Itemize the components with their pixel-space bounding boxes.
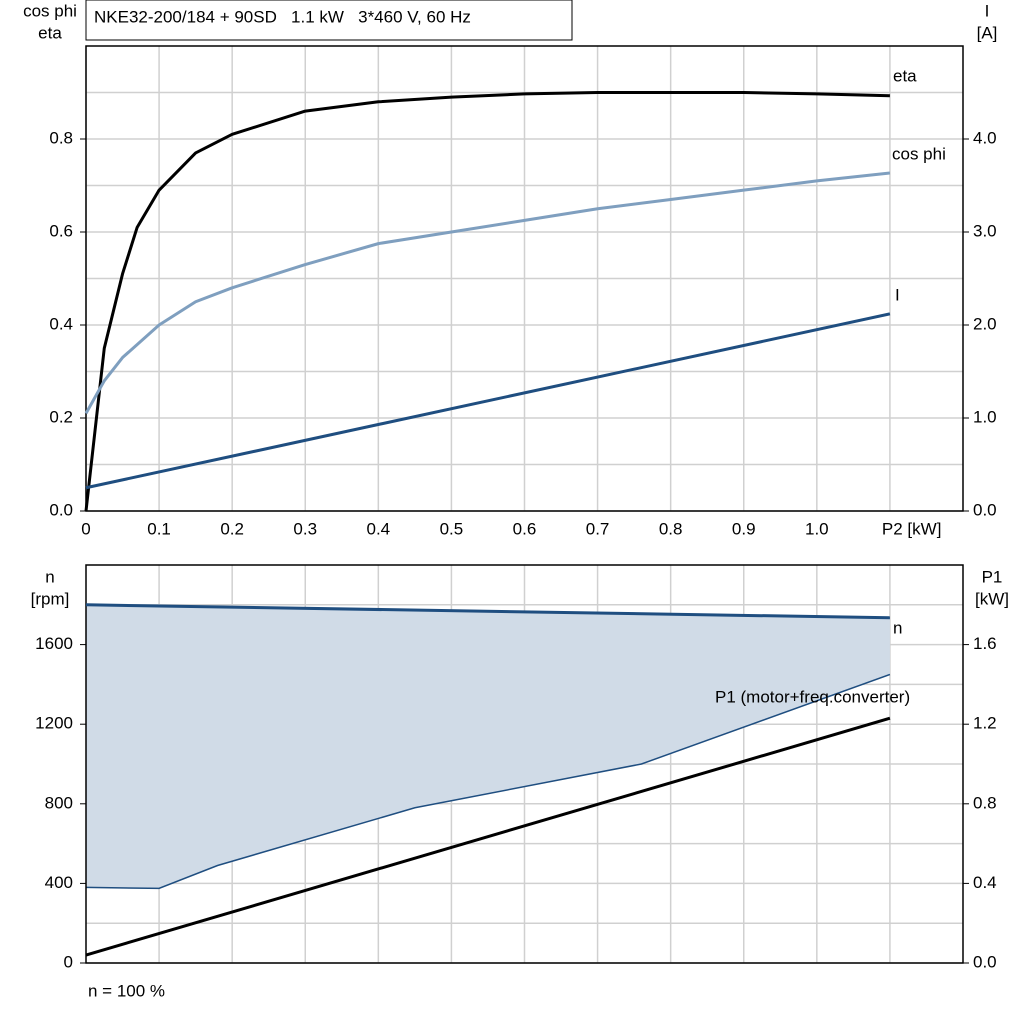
x-tick-label: 0.1 bbox=[147, 519, 171, 538]
x-tick-label: 0.6 bbox=[513, 519, 537, 538]
footnote: n = 100 % bbox=[88, 981, 165, 1000]
y-tick-label: 0.4 bbox=[49, 314, 73, 333]
series-line bbox=[85, 716, 891, 957]
y2-axis-title: [A] bbox=[977, 23, 998, 42]
plot-frame bbox=[85, 564, 964, 964]
series-label: I bbox=[895, 285, 900, 304]
y-tick-label: 0 bbox=[64, 952, 73, 971]
x-tick-label: 0.9 bbox=[732, 519, 756, 538]
y2-tick-label: 3.0 bbox=[973, 221, 997, 240]
range-area bbox=[86, 604, 890, 889]
x-tick-label: 0.5 bbox=[440, 519, 464, 538]
y2-tick-label: 1.6 bbox=[973, 634, 997, 653]
y2-tick-label: 0.0 bbox=[973, 500, 997, 519]
title-box bbox=[85, 0, 573, 41]
y-tick-label: 1600 bbox=[35, 634, 73, 653]
y2-tick-label: 1.2 bbox=[973, 714, 997, 733]
x-tick-label: 0.4 bbox=[367, 519, 391, 538]
y2-axis-title: I bbox=[985, 1, 990, 20]
y-axis-title: [rpm] bbox=[31, 589, 70, 608]
chart-title: NKE32-200/184 + 90SD 1.1 kW 3*460 V, 60 … bbox=[94, 7, 471, 26]
series-line bbox=[85, 603, 890, 620]
x-tick-label: 0 bbox=[81, 519, 90, 538]
y2-tick-label: 4.0 bbox=[973, 128, 997, 147]
series-line bbox=[85, 312, 891, 490]
y-tick-label: 400 bbox=[45, 873, 73, 892]
series-label: n bbox=[893, 618, 902, 637]
x-tick-label: 1.0 bbox=[805, 519, 829, 538]
y-tick-label: 0.2 bbox=[49, 407, 73, 426]
x-tick-label: 0.2 bbox=[220, 519, 244, 538]
x-tick-label: P2 [kW] bbox=[882, 519, 942, 538]
y-axis-title: eta bbox=[38, 23, 62, 42]
y2-tick-label: 1.0 bbox=[973, 407, 997, 426]
series-label: P1 (motor+freq.converter) bbox=[715, 687, 910, 706]
y-axis-title: n bbox=[45, 567, 54, 586]
y2-tick-label: 0.0 bbox=[973, 952, 997, 971]
series-line bbox=[84, 171, 891, 415]
range-line bbox=[85, 673, 891, 890]
y2-tick-label: 0.8 bbox=[973, 793, 997, 812]
series-line bbox=[84, 91, 890, 512]
x-tick-label: 0.7 bbox=[586, 519, 610, 538]
y-tick-label: 0.6 bbox=[49, 221, 73, 240]
series-label: eta bbox=[893, 66, 917, 85]
y-axis-title: cos phi bbox=[23, 1, 77, 20]
plot-frame bbox=[85, 45, 964, 512]
y2-tick-label: 0.4 bbox=[973, 873, 997, 892]
y-tick-label: 1200 bbox=[35, 714, 73, 733]
y2-axis-title: P1 bbox=[982, 567, 1003, 586]
x-tick-label: 0.3 bbox=[293, 519, 317, 538]
y-tick-label: 0.0 bbox=[49, 500, 73, 519]
series-label: cos phi bbox=[892, 144, 946, 163]
y-tick-label: 800 bbox=[45, 793, 73, 812]
y-tick-label: 0.8 bbox=[49, 128, 73, 147]
x-tick-label: 0.8 bbox=[659, 519, 683, 538]
y2-axis-title: [kW] bbox=[975, 589, 1009, 608]
y2-tick-label: 2.0 bbox=[973, 314, 997, 333]
